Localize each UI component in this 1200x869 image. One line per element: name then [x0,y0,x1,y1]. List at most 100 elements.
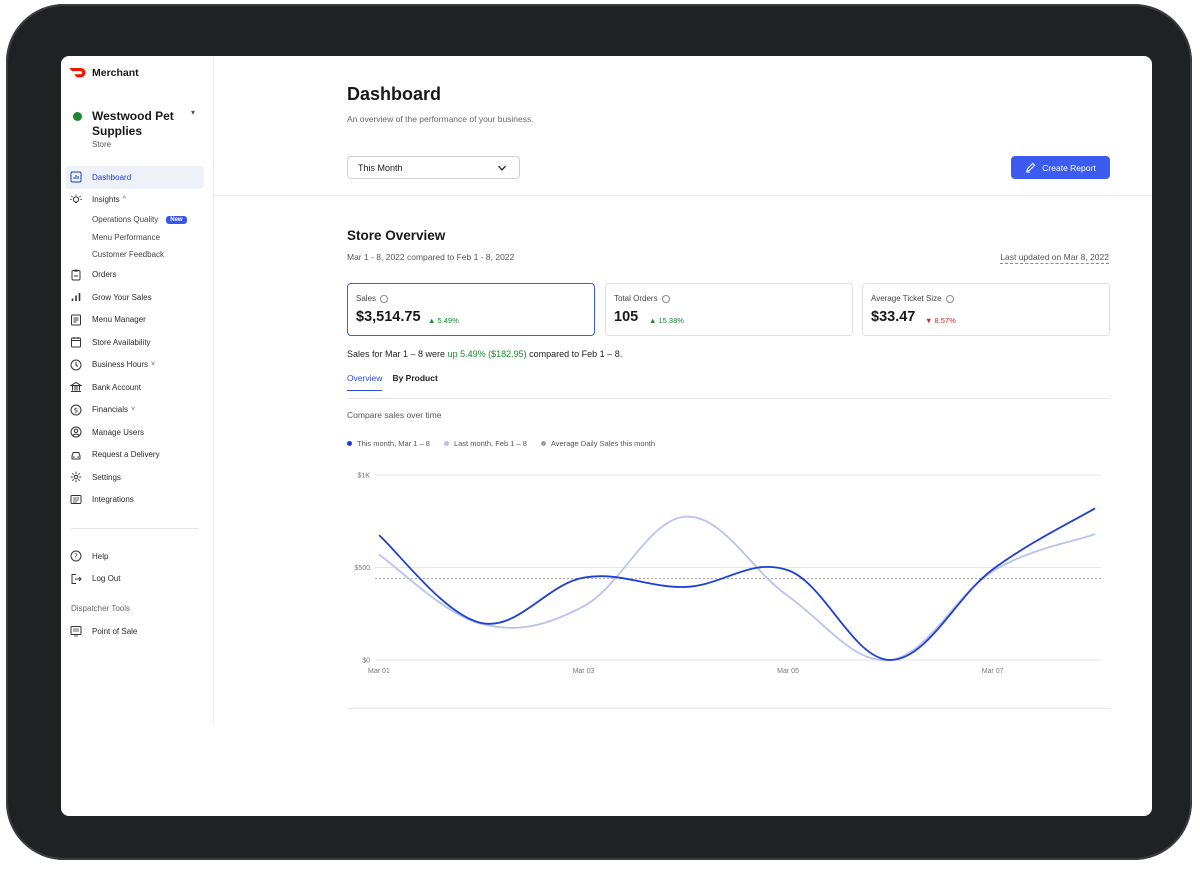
series-this-month-line [378,507,1096,661]
create-report-button[interactable]: Create Report [1011,156,1110,179]
legend-label: Last month, Feb 1 – 8 [453,439,527,448]
last-updated[interactable]: Last updated on Mar 8, 2022 [1000,252,1109,264]
help-icon: ? [70,550,82,562]
sidebar-item-label: Menu Manager [92,315,146,325]
y-tick-label: $1K [358,473,371,480]
metric-label-text: Average Ticket Size [871,294,942,303]
sidebar-item-label: Manage Users [92,427,145,437]
sidebar-item-label: Store Availability [92,337,151,347]
store-overview-title: Store Overview [347,228,446,243]
svg-text:?: ? [74,553,78,561]
metric-delta: ▼ 8.57% [925,316,956,325]
sidebar-item-point-of-sale[interactable]: Point of Sale [65,620,204,643]
sidebar-item-label: Orders [92,270,117,280]
logout-icon [71,573,82,584]
sidebar-item-help[interactable]: ? Help [65,545,204,568]
sales-line-chart[interactable]: $1K $500 $0 Mar 01 Mar 03 Mar 05 Mar 07 [347,461,1110,689]
clock-icon [70,359,82,370]
sidebar-item-settings[interactable]: Settings [65,466,204,489]
sidebar-item-menu-manager[interactable]: Menu Manager [65,309,204,332]
sidebar-subitem-menu-performance[interactable]: Menu Performance [65,229,204,247]
bank-icon [70,381,82,392]
summary-suffix: compared to Feb 1 – 8. [529,349,623,359]
menu-book-icon [71,314,81,325]
legend-last-month[interactable]: Last month, Feb 1 – 8 [443,439,527,448]
average-ticket-metric-card[interactable]: Average Ticket Size $33.47 ▼ 8.57% [862,283,1110,336]
sidebar-subitem-customer-feedback[interactable]: Customer Feedback [65,246,204,264]
sidebar-item-bank-account[interactable]: Bank Account [65,376,204,399]
date-range: Mar 1 - 8, 2022 compared to Feb 1 - 8, 2… [347,252,515,262]
period-select-value: This Month [358,162,403,173]
sidebar-item-label: Request a Delivery [92,450,160,460]
legend-dot [443,441,449,446]
integrations-icon [70,494,82,504]
store-name[interactable]: Westwood Pet Supplies [92,109,174,138]
total-orders-metric-card[interactable]: Total Orders 105 ▲ 15.38% [605,283,853,336]
dispatcher-tools-label: Dispatcher Tools [71,604,130,613]
sidebar: Merchant Westwood Pet Supplies ▾ Store D… [61,56,214,724]
secondary-nav: ? Help Log Out [65,545,204,590]
metric-value: $3,514.75 [356,309,421,325]
sidebar-subitem-operations-quality[interactable]: Operations Quality New [65,211,204,229]
x-tick-label: Mar 03 [573,668,595,675]
sidebar-item-dashboard[interactable]: Dashboard [65,166,204,189]
sidebar-item-label: Business Hours [92,360,149,370]
dollar-icon: $ [70,404,82,415]
brand[interactable]: Merchant [69,67,139,79]
sidebar-item-store-availability[interactable]: Store Availability [65,331,204,354]
chevron-down-icon: ˅ [151,361,156,369]
legend-average[interactable]: Average Daily Sales this month [540,439,655,448]
page-title: Dashboard [347,84,442,104]
main-nav: Dashboard Insights ^ Operations Quality … [65,166,204,511]
metric-label-text: Total Orders [614,294,658,303]
metric-label: Total Orders [614,294,670,303]
chart-legend: This month, Mar 1 – 8 Last month, Feb 1 … [347,439,655,448]
sidebar-item-grow-your-sales[interactable]: Grow Your Sales [65,286,204,309]
sidebar-item-label: Customer Feedback [92,250,165,260]
chart-tabs: Overview By Product [347,373,438,391]
metric-label-text: Sales [356,294,377,303]
store-type: Store [92,140,112,149]
chevron-down-icon [498,165,506,171]
store-status-dot [73,112,82,121]
tab-overview[interactable]: Overview [347,373,383,391]
main-content: Dashboard An overview of the performance… [214,56,1152,816]
user-icon [70,426,82,438]
pos-icon [70,626,82,637]
legend-this-month[interactable]: This month, Mar 1 – 8 [347,439,430,448]
sidebar-item-label: Financials [92,405,129,415]
lightbulb-icon [70,194,82,203]
sidebar-item-request-delivery[interactable]: Request a Delivery [65,444,204,467]
sidebar-item-label: Integrations [92,495,134,505]
info-icon[interactable] [661,294,670,303]
tab-by-product[interactable]: By Product [392,373,438,383]
period-select[interactable]: This Month [347,156,520,179]
summary-highlight: up 5.49% ($182.95) [447,349,527,359]
tabs-underline [347,398,1110,399]
sidebar-item-integrations[interactable]: Integrations [65,489,204,512]
sales-metric-card[interactable]: Sales $3,514.75 ▲ 5.49% [347,283,595,336]
metric-label: Sales [356,294,389,303]
sidebar-item-manage-users[interactable]: Manage Users [65,421,204,444]
store-switcher-chevron-icon[interactable]: ▾ [191,108,196,117]
sidebar-item-insights[interactable]: Insights ^ [65,189,204,212]
app-screen: Merchant Westwood Pet Supplies ▾ Store D… [61,56,1152,816]
summary-prefix: Sales for Mar 1 – 8 were [347,349,446,359]
sidebar-item-label: Settings [92,472,121,482]
sidebar-divider [71,528,198,529]
sidebar-item-financials[interactable]: $ Financials ˅ [65,399,204,422]
tablet-frame: Merchant Westwood Pet Supplies ▾ Store D… [6,4,1192,860]
metric-value: 105 [614,309,639,325]
sidebar-item-log-out[interactable]: Log Out [65,568,204,591]
header-divider [214,195,1152,196]
dispatcher-nav: Point of Sale [65,620,204,643]
info-icon[interactable] [945,294,954,303]
info-icon[interactable] [380,294,389,303]
page-subtitle: An overview of the performance of your b… [347,114,534,124]
sidebar-item-label: Log Out [92,574,121,584]
chart-subtitle: Compare sales over time [347,410,442,420]
legend-label: This month, Mar 1 – 8 [357,439,430,448]
sidebar-item-business-hours[interactable]: Business Hours ˅ [65,354,204,377]
chevron-up-icon: ^ [122,196,126,204]
sidebar-item-orders[interactable]: Orders [65,264,204,287]
